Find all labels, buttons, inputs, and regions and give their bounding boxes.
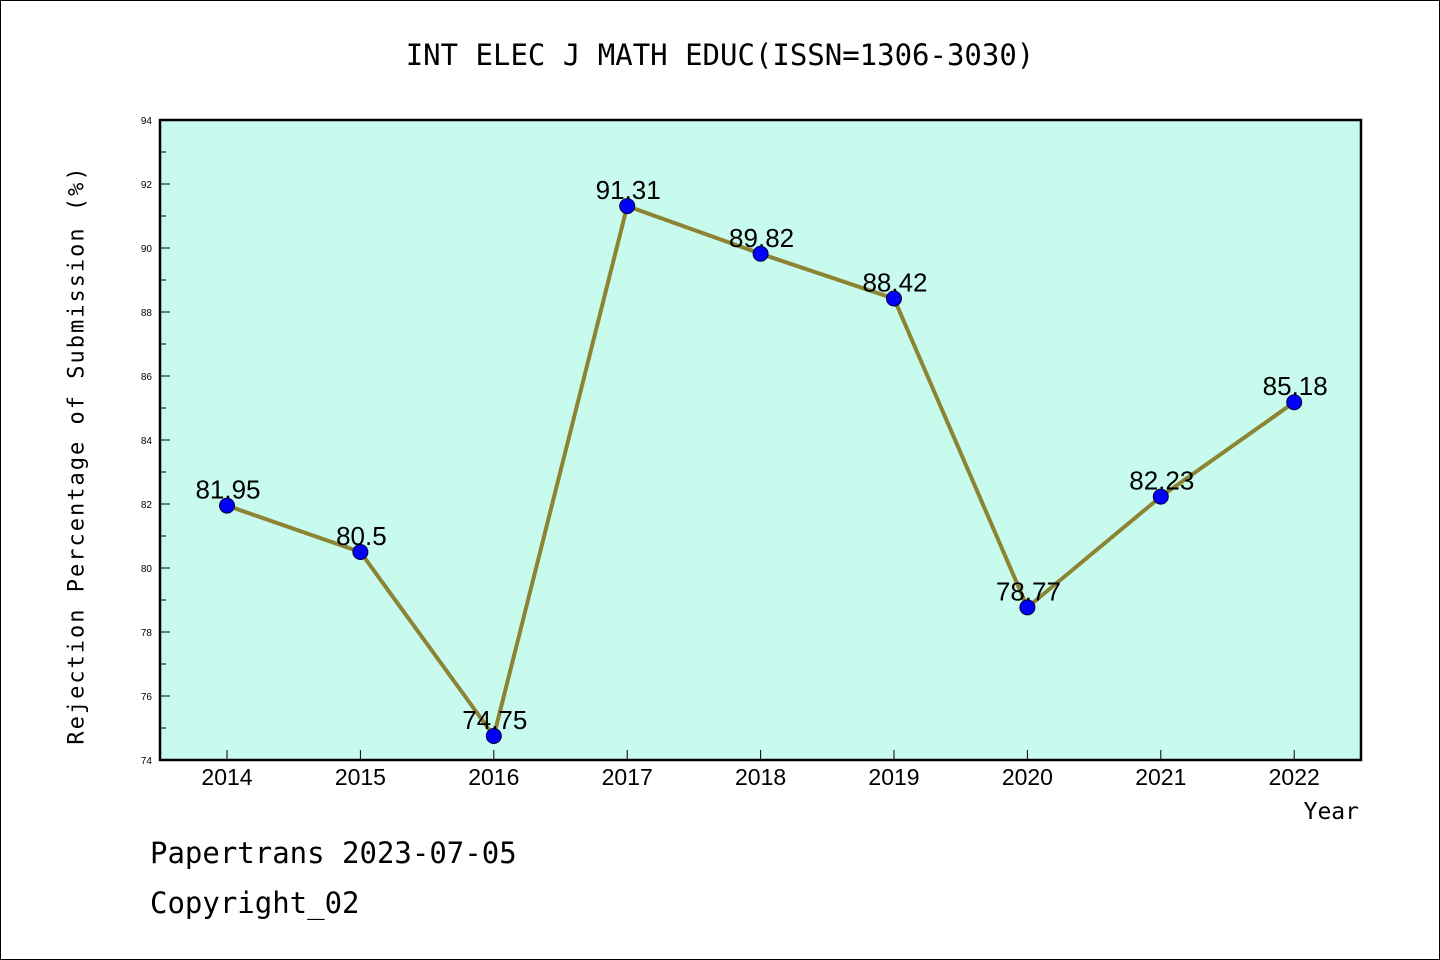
plot-area [158, 118, 1363, 762]
series-line [219, 198, 1303, 744]
footer-copyright: Copyright_02 [150, 886, 360, 920]
y-tick-label: 82 [141, 500, 153, 511]
y-tick-label: 78 [141, 628, 153, 639]
y-tick-label: 80 [141, 564, 153, 575]
y-tick-label: 94 [141, 116, 153, 127]
x-tick-label: 2018 [735, 764, 786, 790]
x-axis-label: Year [1304, 799, 1359, 825]
x-tick-label: 2014 [201, 764, 252, 790]
data-label: 89.82 [729, 223, 794, 253]
data-point [1286, 394, 1303, 411]
y-tick-label: 86 [141, 372, 153, 383]
data-label: 91.31 [596, 175, 661, 205]
y-tick-label: 76 [141, 692, 153, 703]
x-tick-label: 2015 [335, 764, 386, 790]
y-tick-label: 84 [141, 436, 153, 447]
x-tick-label: 2022 [1269, 764, 1320, 790]
y-tick-label: 88 [141, 308, 153, 319]
data-label: 82.23 [1129, 466, 1194, 496]
footer-date: Papertrans 2023-07-05 [150, 836, 517, 870]
data-point [886, 290, 902, 307]
data-point [619, 198, 636, 215]
data-point [352, 544, 369, 560]
data-label: 80.5 [336, 521, 387, 551]
x-tick-label: 2021 [1135, 764, 1186, 790]
x-axis: 2014 2015 2016 2017 2018 2019 2020 2021 2022 [201, 750, 1320, 790]
data-point [1152, 488, 1169, 505]
data-point [1019, 599, 1036, 616]
data-label: 74.75 [462, 705, 527, 735]
y-axis: 74 76 78 80 82 84 86 88 90 92 94 [141, 116, 170, 767]
y-tick-label: 90 [141, 244, 153, 255]
x-tick-label: 2016 [468, 764, 519, 790]
x-tick-label: 2019 [868, 764, 919, 790]
chart-title: INT ELEC J MATH EDUC(ISSN=1306-3030) [405, 38, 1035, 72]
y-tick-label: 92 [141, 180, 153, 191]
x-tick-label: 2017 [602, 764, 653, 790]
data-point [219, 497, 235, 514]
data-labels: 81.95 80.5 74.75 91.31 89.82 88.42 78.77 82.23 8… [195, 175, 1327, 735]
data-label: 78.77 [996, 576, 1061, 606]
y-tick-label: 74 [141, 756, 153, 767]
x-tick-label: 2020 [1002, 764, 1053, 790]
data-point [752, 245, 769, 262]
data-label: 81.95 [195, 475, 260, 505]
data-label: 88.42 [862, 268, 927, 298]
data-label: 85.18 [1263, 371, 1328, 401]
data-point [485, 728, 502, 744]
